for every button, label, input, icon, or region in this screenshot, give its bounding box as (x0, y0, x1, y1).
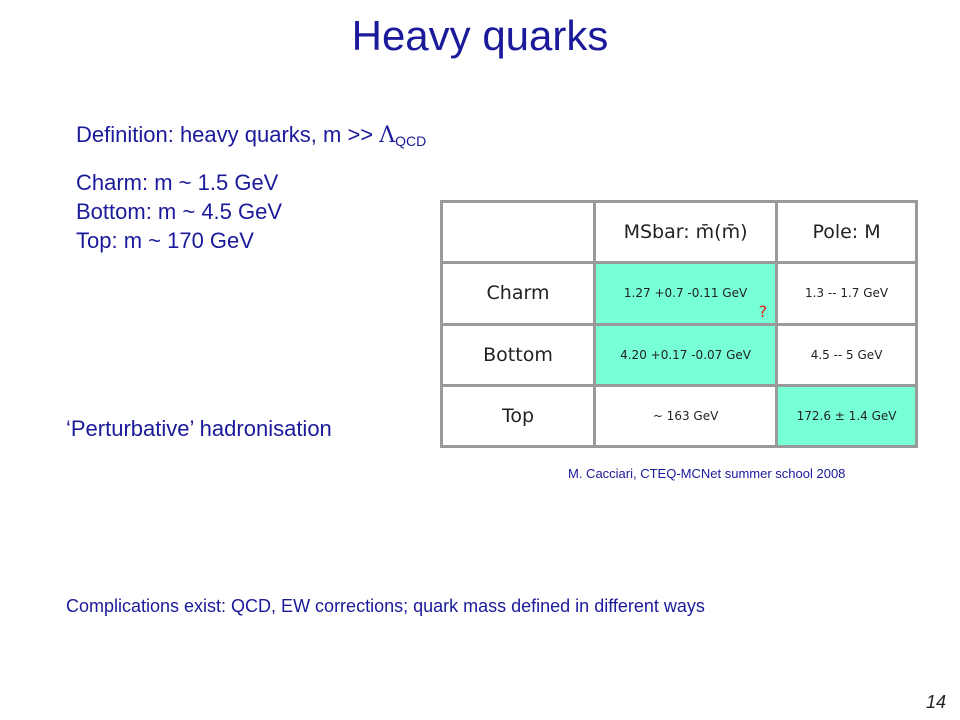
cell: ~ 163 GeV (592, 383, 779, 449)
cell: 1.3 -- 1.7 GeV (775, 261, 918, 326)
row-label: Top (440, 383, 596, 449)
cell: 172.6 ± 1.4 GeV (775, 383, 918, 449)
mass-table: MSbar: m̄(m̄) Pole: M Charm 1.27 +0.7 -0.1… (440, 199, 918, 449)
definition-text: Definition: heavy quarks, m >> (76, 122, 380, 147)
row-label: Charm (440, 261, 596, 326)
cell: 4.5 -- 5 GeV (775, 322, 918, 387)
lambda: Λ (379, 123, 396, 148)
cell-text: 1.27 +0.7 -0.11 GeV (623, 286, 748, 301)
note: ? (758, 301, 768, 321)
mass-line: Bottom: m ~ 4.5 GeV (76, 199, 283, 224)
citation: M. Cacciari, CTEQ-MCNet summer school 20… (568, 466, 846, 481)
complications: Complications exist: QCD, EW corrections… (66, 596, 705, 616)
corner-cell (440, 199, 596, 265)
cell: 1.27 +0.7 -0.11 GeV? (592, 261, 779, 326)
column-header: MSbar: m̄(m̄) (592, 199, 779, 265)
mass-line: Charm: m ~ 1.5 GeV (76, 170, 279, 195)
mass-line: Top: m ~ 170 GeV (76, 228, 254, 253)
title: Heavy quarks (351, 12, 609, 59)
row-label: Bottom (440, 322, 596, 387)
subscript: QCD (395, 133, 427, 149)
hadronisation: ‘Perturbative’ hadronisation (66, 416, 332, 441)
page-number: 14 (925, 692, 946, 712)
definition: Definition: heavy quarks, m >> ΛQCD (76, 122, 426, 149)
cell: 4.20 +0.17 -0.07 GeV (592, 322, 779, 387)
column-header: Pole: M (775, 199, 918, 265)
